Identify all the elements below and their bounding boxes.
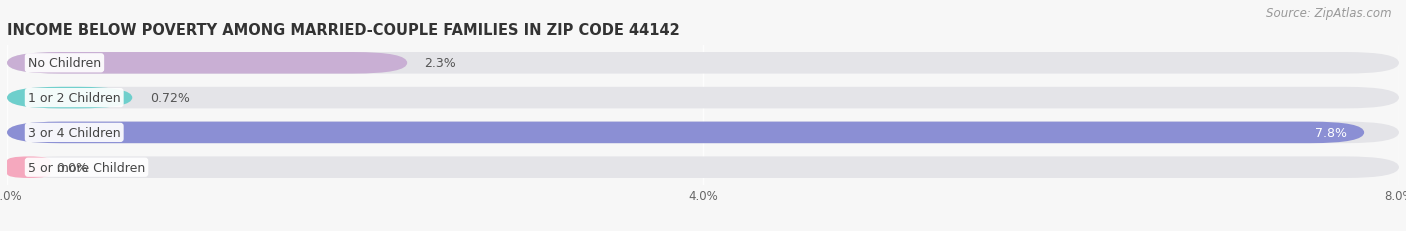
FancyBboxPatch shape — [7, 122, 1364, 143]
Text: Source: ZipAtlas.com: Source: ZipAtlas.com — [1267, 7, 1392, 20]
Text: INCOME BELOW POVERTY AMONG MARRIED-COUPLE FAMILIES IN ZIP CODE 44142: INCOME BELOW POVERTY AMONG MARRIED-COUPL… — [7, 23, 679, 38]
Text: 7.8%: 7.8% — [1315, 126, 1347, 139]
FancyBboxPatch shape — [7, 53, 1399, 74]
Text: 1 or 2 Children: 1 or 2 Children — [28, 92, 121, 105]
FancyBboxPatch shape — [7, 87, 132, 109]
Text: No Children: No Children — [28, 57, 101, 70]
FancyBboxPatch shape — [7, 157, 51, 178]
Text: 0.0%: 0.0% — [56, 161, 87, 174]
FancyBboxPatch shape — [7, 122, 1399, 143]
Text: 3 or 4 Children: 3 or 4 Children — [28, 126, 121, 139]
FancyBboxPatch shape — [7, 157, 1399, 178]
Text: 5 or more Children: 5 or more Children — [28, 161, 145, 174]
FancyBboxPatch shape — [7, 53, 408, 74]
Text: 0.72%: 0.72% — [149, 92, 190, 105]
Text: 2.3%: 2.3% — [425, 57, 457, 70]
FancyBboxPatch shape — [7, 87, 1399, 109]
